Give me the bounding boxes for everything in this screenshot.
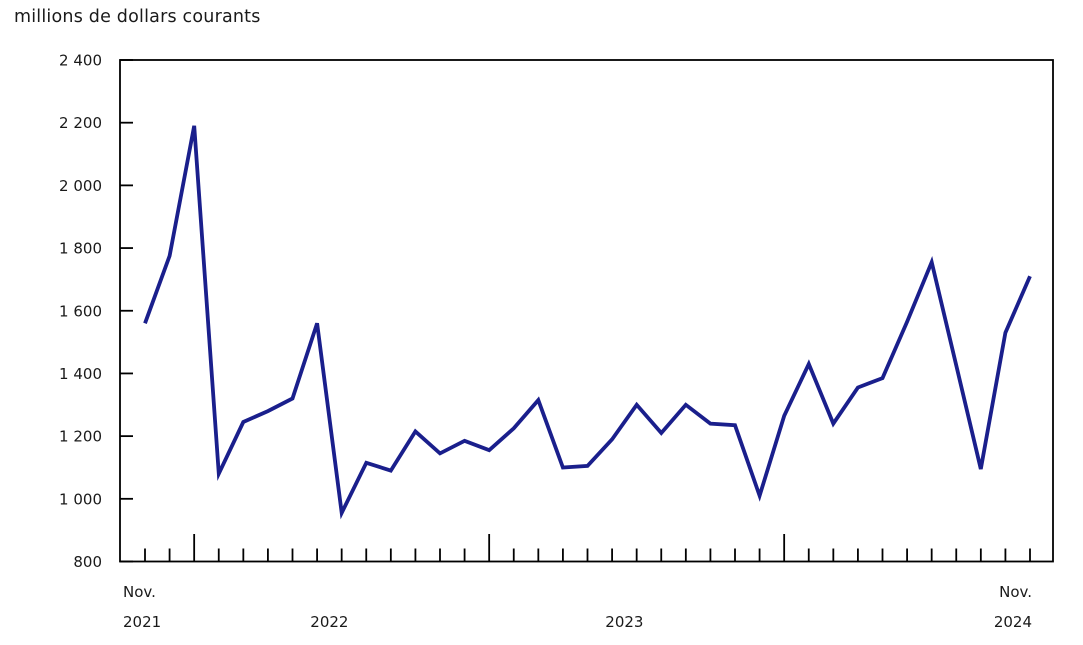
y-axis-tick-label: 1 800 — [59, 240, 102, 258]
x-axis-label: 2021 — [123, 613, 161, 631]
y-axis-tick-label: 2 400 — [59, 52, 102, 70]
x-axis-label: 2022 — [310, 613, 348, 631]
y-axis-tick-label: 1 400 — [59, 365, 102, 383]
y-axis-tick-label: 1 600 — [59, 302, 102, 320]
x-axis-label: 2023 — [605, 613, 643, 631]
x-axis-label: Nov. — [123, 583, 156, 601]
x-axis-label: 2024 — [994, 613, 1032, 631]
y-axis-tick-label: 2 200 — [59, 114, 102, 132]
y-axis-tick-label: 1 200 — [59, 428, 102, 446]
chart-title: millions de dollars courants — [14, 7, 261, 27]
y-axis-tick-label: 1 000 — [59, 490, 102, 508]
y-axis-tick-label: 2 000 — [59, 177, 102, 195]
x-axis-label: Nov. — [999, 583, 1032, 601]
data-line-series — [143, 125, 1032, 520]
y-axis-tick-label: 800 — [73, 553, 102, 571]
